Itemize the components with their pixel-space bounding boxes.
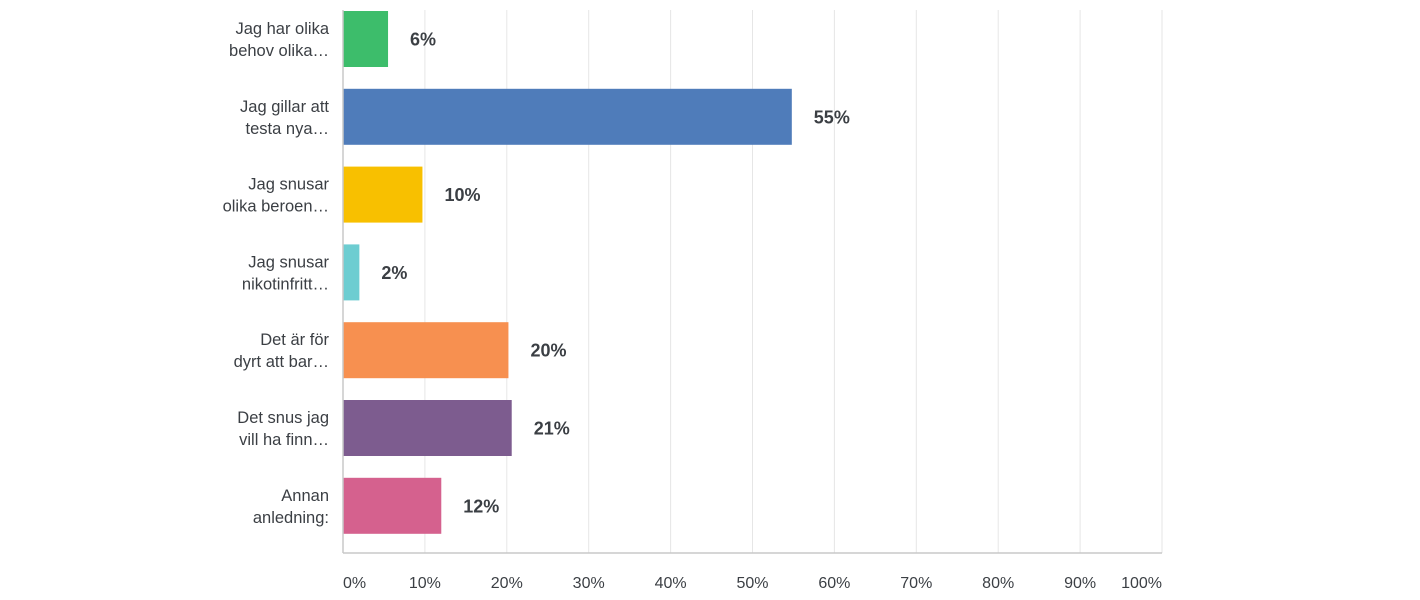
value-labels: 6% 55% 10% 2% 20% 21% 12% xyxy=(381,30,849,517)
category-label-line: Annan xyxy=(281,487,329,505)
category-label-5: Det är för dyrt att bar… xyxy=(234,331,330,371)
x-tick-label-70: 70% xyxy=(900,575,932,592)
category-label-line: Jag snusar xyxy=(248,253,329,271)
x-tick-label-100: 100% xyxy=(1121,575,1162,592)
bar-1 xyxy=(343,11,389,67)
bars xyxy=(343,11,792,534)
category-label-line: Det är för xyxy=(260,331,329,349)
bar-6 xyxy=(343,400,512,456)
value-label-6: 21% xyxy=(534,419,570,439)
bar-4 xyxy=(343,244,360,301)
x-tick-label-60: 60% xyxy=(818,575,850,592)
value-label-4: 2% xyxy=(381,263,407,283)
bar-5 xyxy=(343,322,509,379)
x-tick-label-0: 0% xyxy=(343,575,366,592)
category-label-line: Det snus jag xyxy=(237,409,329,427)
category-label-line: olika beroen… xyxy=(223,198,329,216)
category-labels: Jag har olika behov olika… Jag gillar att t… xyxy=(223,20,330,527)
category-label-1: Jag har olika behov olika… xyxy=(229,20,330,60)
category-label-line: Jag gillar att xyxy=(240,98,329,116)
value-label-5: 20% xyxy=(530,341,566,361)
bar-7 xyxy=(343,477,442,534)
category-label-line: Jag snusar xyxy=(248,176,329,194)
category-label-line: anledning: xyxy=(253,509,329,527)
x-tick-label-10: 10% xyxy=(409,575,441,592)
value-label-7: 12% xyxy=(463,496,499,516)
value-label-2: 55% xyxy=(814,107,850,127)
category-label-3: Jag snusar olika beroen… xyxy=(223,176,330,216)
x-tick-label-20: 20% xyxy=(491,575,523,592)
x-tick-label-30: 30% xyxy=(573,575,605,592)
category-label-line: Jag har olika xyxy=(235,20,329,38)
x-tick-label-50: 50% xyxy=(736,575,768,592)
value-label-1: 6% xyxy=(410,30,436,50)
category-label-line: testa nya… xyxy=(246,120,329,138)
value-label-3: 10% xyxy=(444,185,480,205)
category-label-2: Jag gillar att testa nya… xyxy=(240,98,329,138)
x-axis-tick-labels: 0% 10% 20% 30% 40% 50% 60% 70% 80% 90% 100% xyxy=(343,575,1162,592)
x-tick-label-40: 40% xyxy=(655,575,687,592)
bar-2 xyxy=(343,88,792,145)
category-label-line: vill ha finn… xyxy=(239,431,329,449)
bar-3 xyxy=(343,166,423,223)
x-tick-label-80: 80% xyxy=(982,575,1014,592)
x-tick-label-90: 90% xyxy=(1064,575,1096,592)
category-label-line: nikotinfritt… xyxy=(242,275,329,293)
category-label-4: Jag snusar nikotinfritt… xyxy=(242,253,330,293)
category-label-line: dyrt att bar… xyxy=(234,353,329,371)
category-label-7: Annan anledning: xyxy=(253,487,329,527)
category-label-line: behov olika… xyxy=(229,42,329,60)
category-label-6: Det snus jag vill ha finn… xyxy=(237,409,329,449)
